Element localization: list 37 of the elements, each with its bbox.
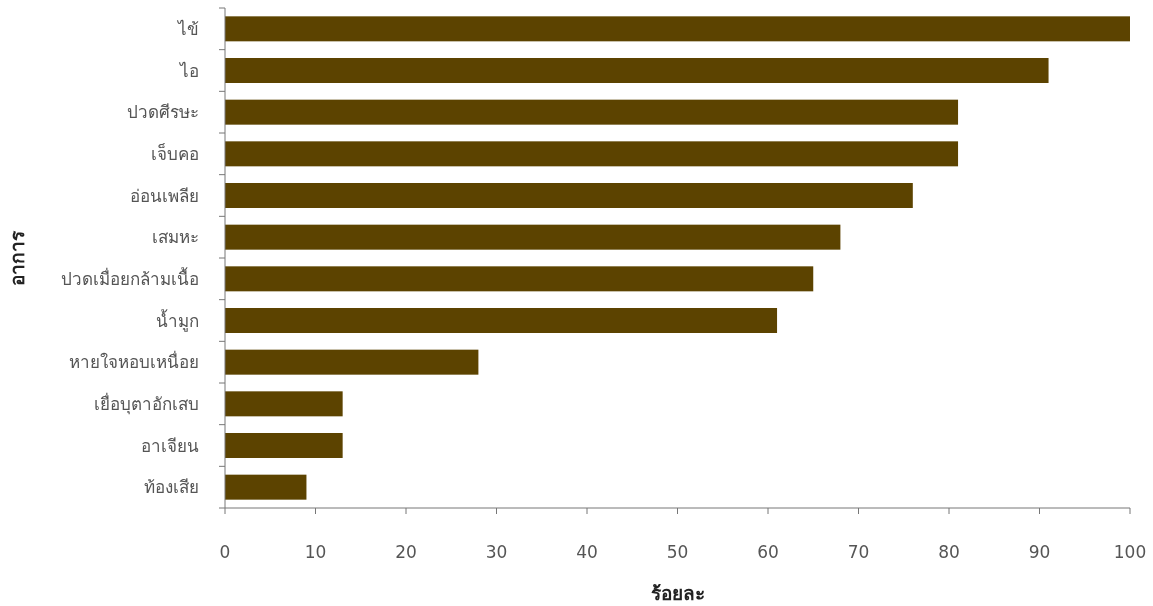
y-tick-label: เสมหะ [152,227,199,248]
bar [225,99,959,125]
x-tick-label: 90 [1028,542,1051,562]
y-tick-label: ปวดเมื่อยกล้ามเนื้อ [61,266,199,289]
bar [225,58,1049,83]
y-tick-label: หายใจหอบเหนื่อย [69,350,199,373]
x-tick-label: 50 [666,542,689,562]
x-axis-title: ร้อยละ [650,582,705,604]
x-tick-label: 60 [757,542,779,562]
bar [225,349,479,375]
y-tick-label: ท้องเสีย [144,477,199,498]
y-tick-label: เยื่อบุตาอักเสบ [94,391,199,415]
y-tick-label: ปวดศีรษะ [127,102,199,123]
y-tick-label: ไข้ [176,18,199,39]
bar [225,391,343,417]
bar [225,16,1130,42]
x-tick-label: 10 [304,542,327,562]
y-tick-label: อ่อนเพลีย [130,185,199,206]
x-tick-label: 0 [219,542,231,562]
bar [225,224,841,250]
bar [225,266,814,292]
bar [225,308,778,333]
bar [225,183,913,208]
x-tick-label: 40 [576,542,598,562]
bar [225,141,959,167]
y-tick-label: น้ำมูก [156,308,199,332]
y-tick-label: เจ็บคอ [151,142,199,164]
x-tick-label: 20 [395,542,417,562]
x-tick-label: 80 [938,542,960,562]
y-axis-title: อาการ [6,229,28,286]
x-tick-label: 30 [485,542,508,562]
y-tick-label: อาเจียน [141,435,199,456]
bar [225,433,343,458]
x-tick-label: 100 [1113,542,1147,562]
x-tick-label: 70 [847,542,870,562]
bar [225,474,307,500]
y-tick-label: ไอ [178,60,199,81]
